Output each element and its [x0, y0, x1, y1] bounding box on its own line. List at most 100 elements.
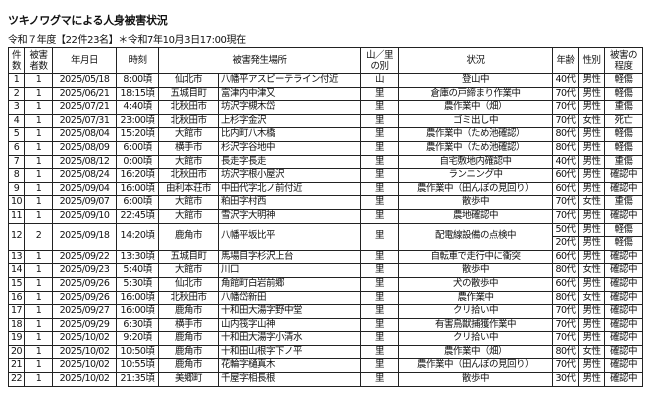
- age: 40代: [552, 73, 580, 88]
- victim-count: 1: [24, 249, 53, 265]
- situation: クリ拾い中: [398, 331, 554, 346]
- severity: 軽傷: [604, 86, 644, 102]
- age: 80代: [552, 127, 580, 142]
- victim-count: 1: [24, 276, 53, 292]
- time: 23:00頃: [116, 113, 159, 129]
- header-mountain-village: 山／里 の別: [360, 47, 400, 74]
- sex: 女性: [578, 263, 606, 278]
- situation: 配電線設備の点検中: [398, 222, 554, 251]
- table-row: 10 1 2025/09/07 6:00頃 大館市 粕田字村西里散歩中 70代 女性 重傷: [8, 195, 644, 210]
- sex: 男性: [578, 168, 606, 183]
- case-number: 8: [8, 168, 25, 183]
- mountain-village: 里: [360, 249, 400, 265]
- sex: 男性: [578, 276, 606, 292]
- case-number: 11: [8, 208, 25, 224]
- mountain-village: 里: [360, 181, 400, 197]
- sex: 男性: [578, 73, 606, 88]
- place: 八幡岱新田: [217, 290, 362, 306]
- case-number: 17: [8, 304, 25, 319]
- table-row: 22 1 2025/10/02 21:35頃 美郷町 千屋字相長根里散歩中 30代 男性 確認中: [8, 372, 644, 387]
- date: 2025/09/26: [52, 276, 117, 292]
- table-row: 4 1 2025/07/31 23:00頃 北秋田市 上杉字金沢里ゴミ出し中 70代 女性 死亡: [8, 113, 644, 129]
- date: 2025/09/07: [52, 195, 117, 210]
- header-date: 年月日: [52, 47, 117, 74]
- situation: 農作業中: [398, 290, 554, 306]
- header-victim-count: 被害 者数: [24, 47, 53, 74]
- sex: 男性: [578, 249, 606, 265]
- situation: 農作業中（田んぼの見回り）: [398, 181, 554, 197]
- age: 70代: [552, 304, 580, 319]
- case-number: 15: [8, 276, 25, 292]
- case-number: 5: [8, 127, 25, 142]
- case-number: 6: [8, 140, 25, 156]
- mountain-village: 里: [360, 304, 400, 319]
- time: 21:35頃: [116, 372, 159, 387]
- place: 花輪字樋真木: [217, 358, 362, 374]
- case-number: 14: [8, 263, 25, 278]
- city: 北秋田市: [158, 100, 219, 115]
- place: 角館町白岩前郷: [217, 276, 362, 292]
- mountain-village: 里: [360, 331, 400, 346]
- sex: 男性: [578, 358, 606, 374]
- age: 30代: [552, 372, 580, 387]
- date: 2025/09/22: [52, 249, 117, 265]
- sex: 男性: [578, 100, 606, 115]
- situation: 農作業中（ため池確認）: [398, 140, 554, 156]
- date: 2025/10/02: [52, 358, 117, 374]
- city: 鹿角市: [158, 331, 219, 346]
- table-row: 15 1 2025/09/26 5:30頃 仙北市 角館町白岩前郷里犬の散歩中 60代 男性確…: [8, 276, 644, 292]
- case-number: 7: [8, 154, 25, 170]
- time: 14:20頃: [116, 222, 159, 251]
- date: 2025/10/02: [52, 331, 117, 346]
- header-situation: 状況: [398, 47, 554, 74]
- table-row: 13 1 2025/09/22 13:30頃 五城目町 馬場目字杉沢上台里自転車で走行中に…: [8, 249, 644, 265]
- case-number: 9: [8, 181, 25, 197]
- mountain-village: 里: [360, 358, 400, 374]
- date: 2025/09/04: [52, 181, 117, 197]
- severity: 確認中: [604, 372, 644, 387]
- city: 仙北市: [158, 276, 219, 292]
- case-number: 22: [8, 372, 25, 387]
- time: 6:00頃: [116, 140, 159, 156]
- city: 大館市: [158, 195, 219, 210]
- age: 70代: [552, 208, 580, 224]
- time: 16:00頃: [116, 290, 159, 306]
- victim-count: 1: [24, 208, 53, 224]
- severity: 軽傷: [604, 73, 644, 88]
- severity: 軽傷: [604, 140, 644, 156]
- victim-count: 1: [24, 358, 53, 374]
- sex: 男性: [578, 331, 606, 346]
- situation: 散歩中: [398, 263, 554, 278]
- mountain-village: 里: [360, 344, 400, 360]
- age: 70代: [552, 317, 580, 333]
- age: 70代: [552, 113, 580, 129]
- age: 40代: [552, 154, 580, 170]
- severity: 確認中: [604, 168, 644, 183]
- victim-count: 1: [24, 113, 53, 129]
- city: 五城目町: [158, 249, 219, 265]
- age: 70代: [552, 331, 580, 346]
- date: 2025/09/23: [52, 263, 117, 278]
- place: 富津内中津又: [217, 86, 362, 102]
- age: 50代: [552, 222, 580, 238]
- sex: 男性: [578, 208, 606, 224]
- date: 2025/08/12: [52, 154, 117, 170]
- date: 2025/09/27: [52, 304, 117, 319]
- date: 2025/09/26: [52, 290, 117, 306]
- mountain-village: 里: [360, 290, 400, 306]
- time: 18:15頃: [116, 86, 159, 102]
- date: 2025/10/02: [52, 372, 117, 387]
- victim-count: 1: [24, 154, 53, 170]
- date: 2025/09/29: [52, 317, 117, 333]
- time: 5:30頃: [116, 276, 159, 292]
- case-number: 19: [8, 331, 25, 346]
- case-number: 12: [8, 222, 25, 251]
- victim-count: 1: [24, 344, 53, 360]
- time: 10:50頃: [116, 344, 159, 360]
- severity: 重傷: [604, 154, 644, 170]
- severity: 確認中: [604, 317, 644, 333]
- place: 山内筏字山神: [217, 317, 362, 333]
- table-row: 1 1 2025/05/18 8:00頃 仙北市 八幡平アスピーテライン付近山登山中 40代…: [8, 73, 644, 88]
- situation: 自転車で走行中に衝突: [398, 249, 554, 265]
- header-count: 件 数: [8, 47, 25, 74]
